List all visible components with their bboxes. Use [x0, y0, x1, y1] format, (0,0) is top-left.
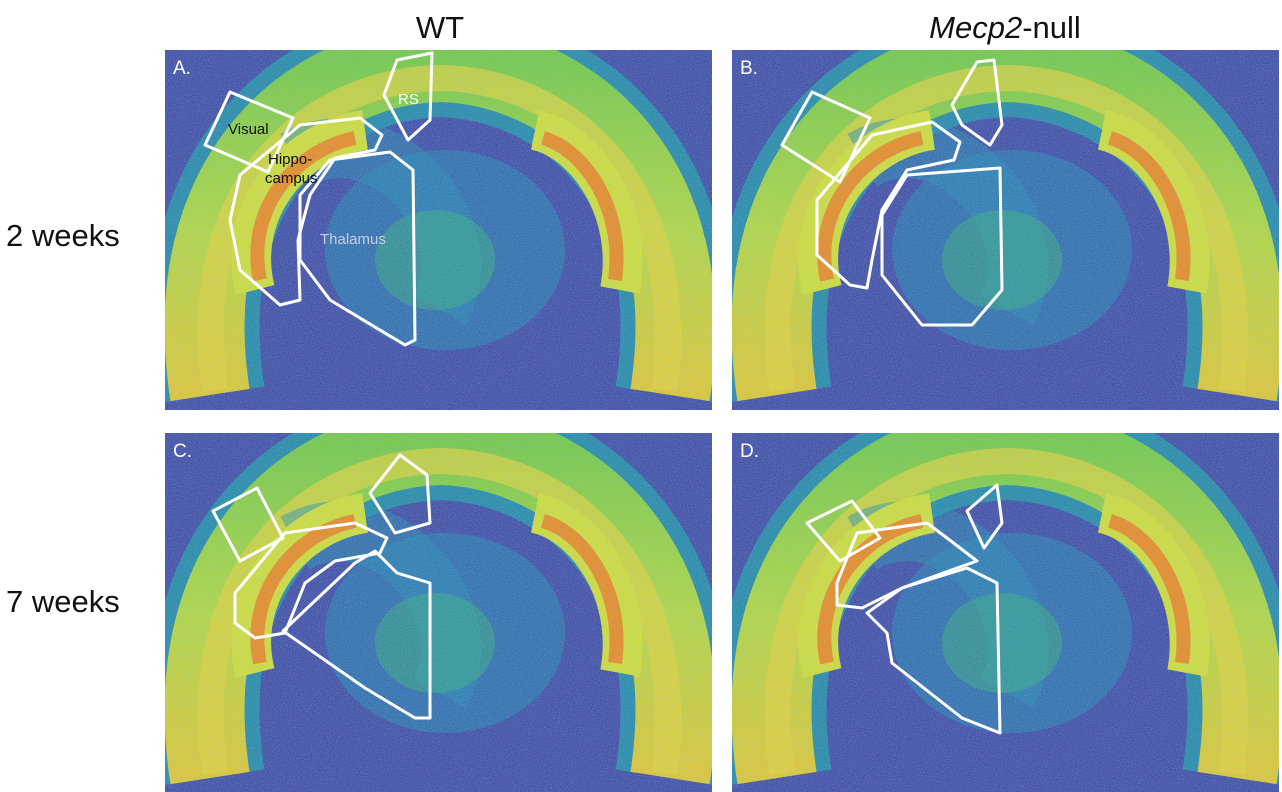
panel-letter: C. — [173, 441, 192, 462]
panel-letter: A. — [173, 58, 191, 79]
gene-name: Mecp2 — [929, 10, 1022, 45]
genotype-suffix: -null — [1022, 10, 1081, 45]
column-header: Mecp2-null — [929, 10, 1081, 45]
panel-a: A. Visual Hippo- campus Thalamus RS — [165, 50, 712, 410]
region-label: campus — [265, 170, 318, 187]
region-label: Visual — [228, 121, 269, 138]
region-label: Thalamus — [320, 231, 386, 248]
panel-letter: D. — [740, 441, 759, 462]
column-header: WT — [416, 10, 464, 45]
panel-b: B. — [732, 50, 1279, 410]
region-label: Hippo- — [268, 151, 312, 168]
row-label: 2 weeks — [6, 218, 120, 253]
panel-letter: B. — [740, 58, 758, 79]
figure: WT Mecp2-null 2 weeks 7 weeks A. Visual … — [0, 0, 1282, 792]
region-label: RS — [398, 91, 419, 108]
panel-d: D. — [732, 433, 1279, 792]
row-label: 7 weeks — [6, 584, 120, 619]
panel-c: C. — [165, 433, 712, 792]
